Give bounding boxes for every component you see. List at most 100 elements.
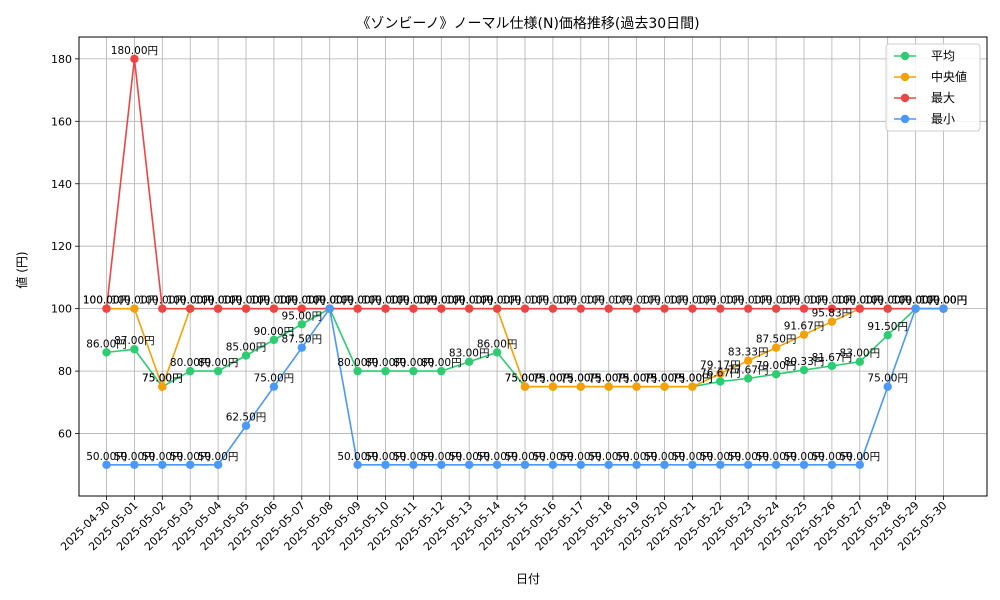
data-label: 75.00円 — [142, 373, 183, 385]
data-label: 100.00円 — [306, 295, 353, 307]
data-label: 100.00円 — [669, 295, 716, 307]
data-label: 91.50円 — [867, 321, 908, 333]
data-label: 87.50円 — [756, 334, 797, 346]
data-label: 100.00円 — [167, 295, 214, 307]
data-label: 100.00円 — [139, 295, 186, 307]
series-point — [939, 304, 948, 313]
series-point — [771, 370, 781, 379]
data-label: 50.00円 — [700, 451, 741, 463]
data-label: 100.00円 — [585, 295, 632, 307]
data-label: 50.00円 — [644, 451, 685, 463]
data-label: 80.00円 — [170, 357, 211, 369]
data-label: 100.00円 — [111, 295, 158, 307]
series-point — [409, 460, 418, 469]
y-tick-label: 100 — [51, 303, 72, 316]
series-point — [883, 382, 892, 391]
data-label: 100.00円 — [222, 295, 269, 307]
data-label: 50.00円 — [449, 451, 490, 463]
series-point — [241, 351, 251, 360]
data-label: 100.00円 — [864, 295, 911, 307]
data-label: 85.00円 — [226, 341, 267, 353]
data-label: 91.67円 — [784, 321, 825, 333]
series-point — [632, 304, 641, 313]
data-label: 75.00円 — [588, 373, 629, 385]
data-label: 100.00円 — [390, 295, 437, 307]
series-point — [716, 377, 725, 386]
series-point — [716, 460, 725, 469]
series-point — [744, 356, 753, 365]
series-point — [158, 460, 167, 469]
series-point — [297, 320, 306, 329]
legend-swatch-marker — [900, 93, 910, 103]
series-point — [325, 304, 334, 313]
y-axis-ticks: 60 80 100 120 140 160 180 — [51, 53, 79, 441]
series-point — [660, 460, 669, 469]
data-label: 100.00円 — [641, 295, 688, 307]
series-point — [492, 304, 502, 313]
series-point — [353, 366, 362, 376]
data-label: 80.00円 — [198, 357, 239, 369]
series-point — [409, 366, 418, 376]
series-point — [297, 343, 306, 352]
series-point — [883, 330, 892, 340]
data-label: 75.00円 — [505, 373, 546, 385]
data-label: 79.00円 — [756, 360, 797, 372]
series-point — [269, 382, 279, 391]
data-label: 79.17円 — [700, 360, 741, 372]
series-point — [771, 460, 781, 469]
data-label: 50.00円 — [840, 451, 881, 463]
data-label: 100.00円 — [334, 295, 381, 307]
data-label: 100.00円 — [278, 295, 325, 307]
series-point — [186, 460, 195, 469]
data-label: 50.00円 — [588, 451, 629, 463]
data-label: 100.00円 — [836, 295, 883, 307]
data-label: 100.00円 — [892, 295, 939, 307]
series-point — [799, 365, 809, 375]
series-point — [437, 366, 446, 376]
data-label: 83.00円 — [449, 348, 490, 360]
series-point — [158, 304, 167, 313]
data-label: 75.00円 — [142, 373, 183, 385]
series-point — [660, 304, 669, 313]
data-label: 95.00円 — [282, 310, 323, 322]
data-label: 100.00円 — [808, 295, 855, 307]
series-point — [716, 304, 725, 313]
series-point — [827, 304, 837, 313]
data-label: 80.00円 — [393, 357, 434, 369]
series-point — [269, 335, 279, 345]
series-point — [492, 348, 502, 357]
data-label: 75.00円 — [254, 373, 295, 385]
data-label: 75.00円 — [533, 373, 574, 385]
data-label: 100.00円 — [194, 295, 241, 307]
data-label: 100.00円 — [306, 295, 353, 307]
series-point — [130, 460, 139, 469]
series-point — [744, 304, 753, 313]
y-tick-label: 160 — [51, 115, 72, 128]
data-label: 100.00円 — [390, 295, 437, 307]
data-label: 50.00円 — [114, 451, 155, 463]
data-label: 100.00円 — [83, 295, 130, 307]
data-label: 50.00円 — [505, 451, 546, 463]
series-point — [465, 460, 474, 469]
data-label: 75.00円 — [644, 373, 685, 385]
data-label: 75.00円 — [644, 373, 685, 385]
data-label: 50.00円 — [337, 451, 378, 463]
data-label: 50.00円 — [784, 451, 825, 463]
series-point — [632, 460, 641, 469]
data-label: 50.00円 — [756, 451, 797, 463]
series-point — [632, 382, 641, 391]
legend-swatch-marker — [900, 51, 910, 61]
y-tick-label: 60 — [58, 428, 72, 441]
data-label: 50.00円 — [616, 451, 657, 463]
series-point — [492, 460, 502, 469]
data-label: 75.00円 — [561, 373, 602, 385]
data-label: 95.83円 — [812, 308, 853, 320]
data-label: 100.00円 — [418, 295, 465, 307]
data-label: 80.00円 — [365, 357, 406, 369]
data-label: 100.00円 — [892, 295, 939, 307]
series-point — [241, 421, 251, 430]
series-point — [855, 460, 864, 469]
series-point — [186, 304, 195, 313]
series-point — [716, 369, 725, 378]
series-point — [353, 304, 362, 313]
